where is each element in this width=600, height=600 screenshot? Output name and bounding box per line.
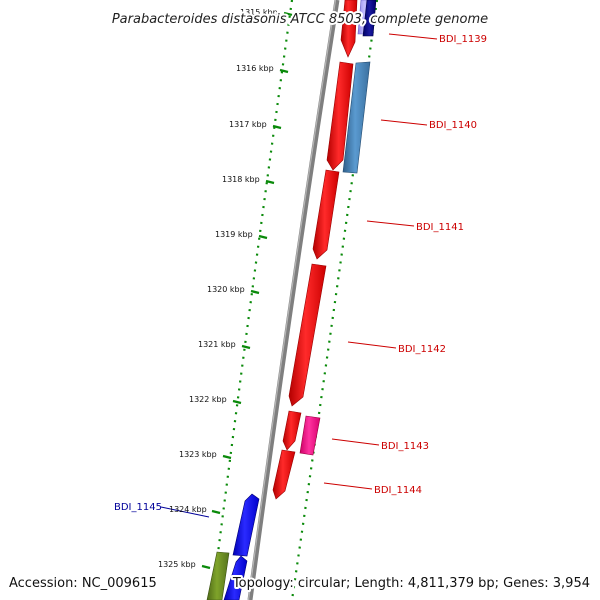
tick-mark — [272, 124, 282, 130]
tick-label-1325: 1325 kbp — [158, 560, 196, 569]
gene-bdi-1139-arrow[interactable] — [340, 0, 358, 58]
tick-mark — [283, 11, 293, 17]
leader-bdi-1142 — [347, 341, 397, 349]
leader-bdi-1139 — [388, 33, 438, 40]
gene-olive-arrow[interactable] — [206, 551, 230, 600]
leader-bdi-1141 — [366, 220, 415, 227]
gene-label-bdi-1143[interactable]: BDI_1143 — [381, 441, 429, 452]
tick-label-1321: 1321 kbp — [198, 340, 236, 349]
tick-mark — [279, 68, 289, 74]
tick-label-1324: 1324 kbp — [169, 505, 207, 514]
coordinate-ticks — [201, 11, 293, 570]
tick-label-1319: 1319 kbp — [215, 230, 253, 239]
leader-bdi-1144 — [323, 482, 373, 490]
gene-bdi-1142-arrow[interactable] — [288, 263, 327, 407]
tick-mark — [222, 454, 232, 460]
genome-backbone — [247, 0, 340, 600]
inner-dotted-track — [210, 0, 294, 600]
accession-text: Accession: NC_009615 — [9, 576, 157, 591]
tick-mark — [211, 509, 221, 515]
gene-navy-arrow[interactable] — [362, 0, 377, 37]
gene-bdi-1141-arrow[interactable] — [312, 169, 340, 260]
gene-bdi-1143-arrow[interactable] — [282, 410, 302, 451]
leader-bdi-1143 — [331, 438, 380, 446]
gene-bdi-1144-arrow[interactable] — [272, 449, 296, 500]
gene-label-bdi-1145[interactable]: BDI_1145 — [114, 502, 162, 513]
tick-mark — [250, 289, 260, 295]
gene-pink-arrow[interactable] — [299, 415, 321, 456]
gene-label-leaders — [160, 33, 438, 518]
tick-label-1316: 1316 kbp — [236, 64, 274, 73]
gene-bdi-1145-arrow[interactable] — [232, 493, 260, 557]
tick-mark — [258, 234, 268, 240]
tick-label-1322: 1322 kbp — [189, 395, 227, 404]
outer-dotted-track — [290, 0, 379, 600]
map-title: Parabacteroides distasonis ATCC 8503, co… — [112, 12, 488, 27]
gene-label-bdi-1144[interactable]: BDI_1144 — [374, 485, 422, 496]
gene-label-bdi-1140[interactable]: BDI_1140 — [429, 120, 477, 131]
genome-summary-text: Topology: circular; Length: 4,811,379 bp… — [232, 576, 590, 591]
tick-mark — [232, 399, 242, 405]
genome-backbone-highlight — [247, 0, 337, 600]
accession-halo: Accession: NC_009615 — [9, 576, 157, 591]
summary-halo: Topology: circular; Length: 4,811,379 bp… — [232, 576, 590, 591]
leader-bdi-1145 — [160, 506, 210, 518]
tick-label-1320: 1320 kbp — [207, 285, 245, 294]
tick-label-1317: 1317 kbp — [229, 120, 267, 129]
gene-features — [206, 0, 358, 600]
gene-features-outer — [299, 0, 377, 456]
tick-label-1318: 1318 kbp — [222, 175, 260, 184]
gene-bdi-1140-arrow[interactable] — [326, 61, 354, 171]
gene-steel-arrow[interactable] — [342, 61, 371, 174]
map-title-halo: Parabacteroides distasonis ATCC 8503, co… — [112, 12, 488, 27]
tick-mark — [265, 179, 275, 185]
tick-mark — [201, 564, 211, 570]
gene-blue-lower-arrow[interactable] — [223, 555, 248, 600]
gene-label-bdi-1142[interactable]: BDI_1142 — [398, 344, 446, 355]
gene-label-bdi-1139[interactable]: BDI_1139 — [439, 34, 487, 45]
gene-label-bdi-1141[interactable]: BDI_1141 — [416, 222, 464, 233]
tick-label-1323: 1323 kbp — [179, 450, 217, 459]
tick-label-1315: 1315 kbp — [240, 8, 278, 17]
leader-bdi-1140 — [380, 119, 428, 126]
tick-mark — [241, 344, 251, 350]
